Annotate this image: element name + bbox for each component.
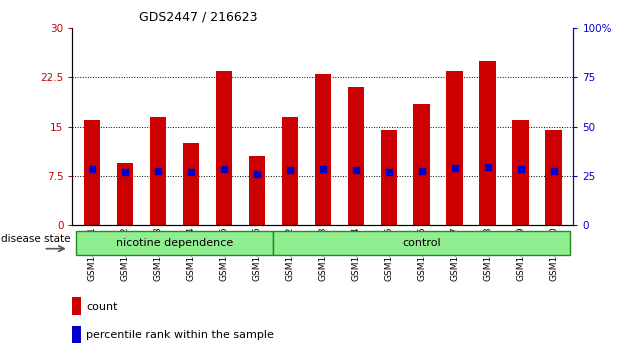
Point bbox=[153, 168, 163, 173]
Text: disease state: disease state bbox=[1, 234, 71, 244]
Bar bbox=[479, 61, 496, 225]
Point bbox=[384, 169, 394, 175]
Point bbox=[318, 166, 328, 172]
Point bbox=[351, 167, 361, 173]
Point bbox=[416, 168, 427, 173]
Text: control: control bbox=[403, 238, 441, 249]
Bar bbox=[314, 74, 331, 225]
Bar bbox=[282, 117, 298, 225]
Point bbox=[120, 169, 130, 175]
Text: count: count bbox=[86, 302, 118, 312]
Point bbox=[515, 166, 525, 172]
Bar bbox=[72, 326, 81, 343]
Bar bbox=[117, 162, 134, 225]
Bar bbox=[447, 71, 463, 225]
Bar bbox=[216, 71, 232, 225]
Bar bbox=[381, 130, 397, 225]
Bar bbox=[150, 117, 166, 225]
Point bbox=[252, 171, 262, 177]
Bar bbox=[348, 87, 364, 225]
Point bbox=[483, 164, 493, 170]
Bar bbox=[84, 120, 100, 225]
Point bbox=[186, 169, 196, 175]
Bar bbox=[546, 130, 562, 225]
Point bbox=[87, 166, 97, 172]
Bar bbox=[273, 232, 570, 255]
Bar bbox=[249, 156, 265, 225]
Bar bbox=[413, 104, 430, 225]
Point bbox=[450, 165, 460, 171]
Point bbox=[285, 167, 295, 173]
Text: nicotine dependence: nicotine dependence bbox=[116, 238, 233, 249]
Text: percentile rank within the sample: percentile rank within the sample bbox=[86, 330, 274, 340]
Point bbox=[549, 168, 559, 173]
Text: GDS2447 / 216623: GDS2447 / 216623 bbox=[139, 11, 257, 24]
Bar bbox=[512, 120, 529, 225]
Bar bbox=[183, 143, 199, 225]
Bar bbox=[76, 232, 273, 255]
Point bbox=[219, 166, 229, 172]
Bar bbox=[72, 297, 81, 315]
